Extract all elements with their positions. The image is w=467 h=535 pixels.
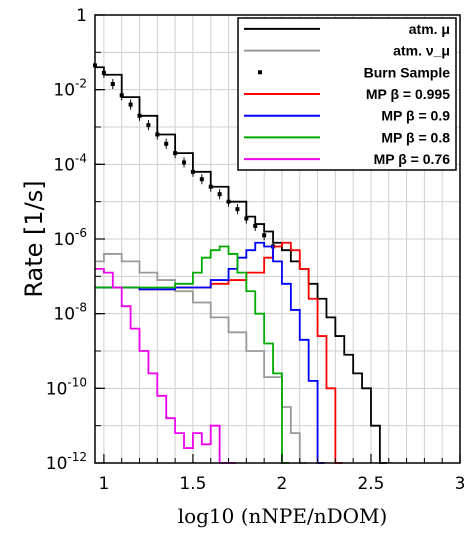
y-tick-label: 10-2	[53, 77, 87, 101]
legend-label: atm. μ	[409, 21, 450, 37]
y-axis-label: Rate [1/s]	[20, 180, 48, 297]
series-4-line	[95, 241, 325, 464]
data-point	[155, 132, 160, 137]
legend-label: MP β = 0.9	[381, 108, 450, 124]
legend-label: MP β = 0.995	[366, 86, 450, 102]
legend-label: MP β = 0.76	[374, 151, 451, 167]
y-tick-label: 10-12	[46, 450, 87, 474]
data-point	[217, 192, 222, 197]
axis-ticks: 1 1.5 2 2.5 3 1 10-2 10-4 10-6 10-8 10-10 10-12	[46, 6, 466, 494]
data-point	[164, 141, 169, 146]
series-6-line	[95, 267, 236, 464]
data-point	[173, 151, 178, 156]
legend-marker	[258, 70, 262, 75]
series-5-line	[95, 245, 290, 464]
x-tick-label: 1.5	[179, 474, 206, 494]
y-tick-label: 10-6	[53, 226, 87, 250]
data-point	[182, 160, 187, 165]
data-point	[190, 169, 195, 174]
y-tick-label: 10-4	[53, 151, 87, 175]
data-point	[235, 207, 240, 212]
data-point	[253, 223, 258, 228]
x-tick-label: 1	[98, 474, 109, 494]
data-point	[199, 177, 204, 182]
legend: atm. μ atm. ν_μ Burn Sample MP β = 0.995 MP …	[237, 17, 457, 171]
series-0-line	[95, 66, 387, 464]
data-point	[226, 199, 231, 204]
legend-label: Burn Sample	[364, 64, 451, 80]
y-tick-label: 10-10	[46, 375, 87, 399]
y-tick-label: 1	[76, 6, 87, 26]
series-1-line	[95, 253, 307, 464]
series-2-burn-sample	[93, 60, 276, 252]
legend-label: atm. ν_μ	[393, 43, 450, 59]
x-axis-label: log10 (nNPE/nDOM)	[178, 504, 388, 528]
y-tick-label: 10-8	[53, 301, 87, 325]
data-point	[146, 123, 151, 128]
data-point	[208, 184, 213, 189]
data-point	[262, 233, 267, 238]
data-point	[119, 93, 124, 98]
data-point	[137, 113, 142, 118]
x-tick-label: 2	[277, 474, 288, 494]
legend-label: MP β = 0.8	[381, 129, 450, 145]
data-point	[244, 216, 249, 221]
x-tick-label: 3	[455, 474, 466, 494]
data-point	[101, 70, 106, 75]
data-point	[110, 82, 115, 87]
data-point	[128, 102, 133, 107]
series-group	[93, 60, 387, 464]
x-tick-label: 2.5	[357, 474, 384, 494]
